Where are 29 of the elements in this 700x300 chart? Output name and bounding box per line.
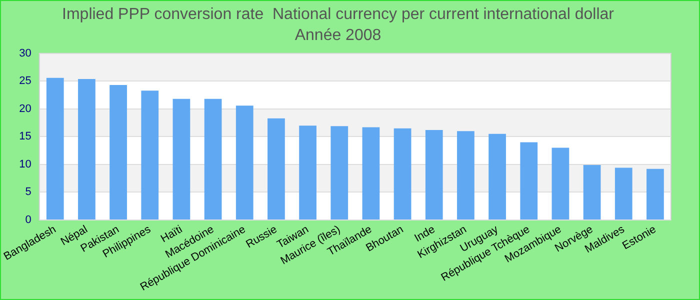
bar xyxy=(394,128,412,220)
bar xyxy=(299,126,316,220)
bar xyxy=(520,142,538,220)
y-tick-label: 20 xyxy=(19,102,32,115)
bar xyxy=(46,78,64,220)
bar xyxy=(646,168,664,220)
bar xyxy=(141,90,159,220)
y-tick-label: 30 xyxy=(19,47,32,60)
bar xyxy=(614,168,632,220)
bar xyxy=(236,106,254,220)
bar xyxy=(204,98,222,220)
bar xyxy=(268,118,285,220)
bar xyxy=(425,130,443,220)
chart-title: Implied PPP conversion rate National currency per current international dollar xyxy=(62,6,615,24)
chart-subtitle: Année 2008 xyxy=(294,27,382,44)
bar xyxy=(362,127,380,220)
bar xyxy=(488,134,506,220)
y-tick-label: 10 xyxy=(19,158,32,170)
y-tick-label: 15 xyxy=(19,130,32,143)
y-tick-label: 0 xyxy=(25,214,32,226)
y-tick-label: 5 xyxy=(25,186,32,198)
y-tick-label: 25 xyxy=(19,75,32,88)
bar xyxy=(330,126,348,220)
bar xyxy=(552,148,570,220)
bar xyxy=(583,164,601,220)
bar xyxy=(110,85,127,220)
bar xyxy=(172,98,190,220)
bar xyxy=(78,78,96,220)
bar xyxy=(457,131,474,220)
